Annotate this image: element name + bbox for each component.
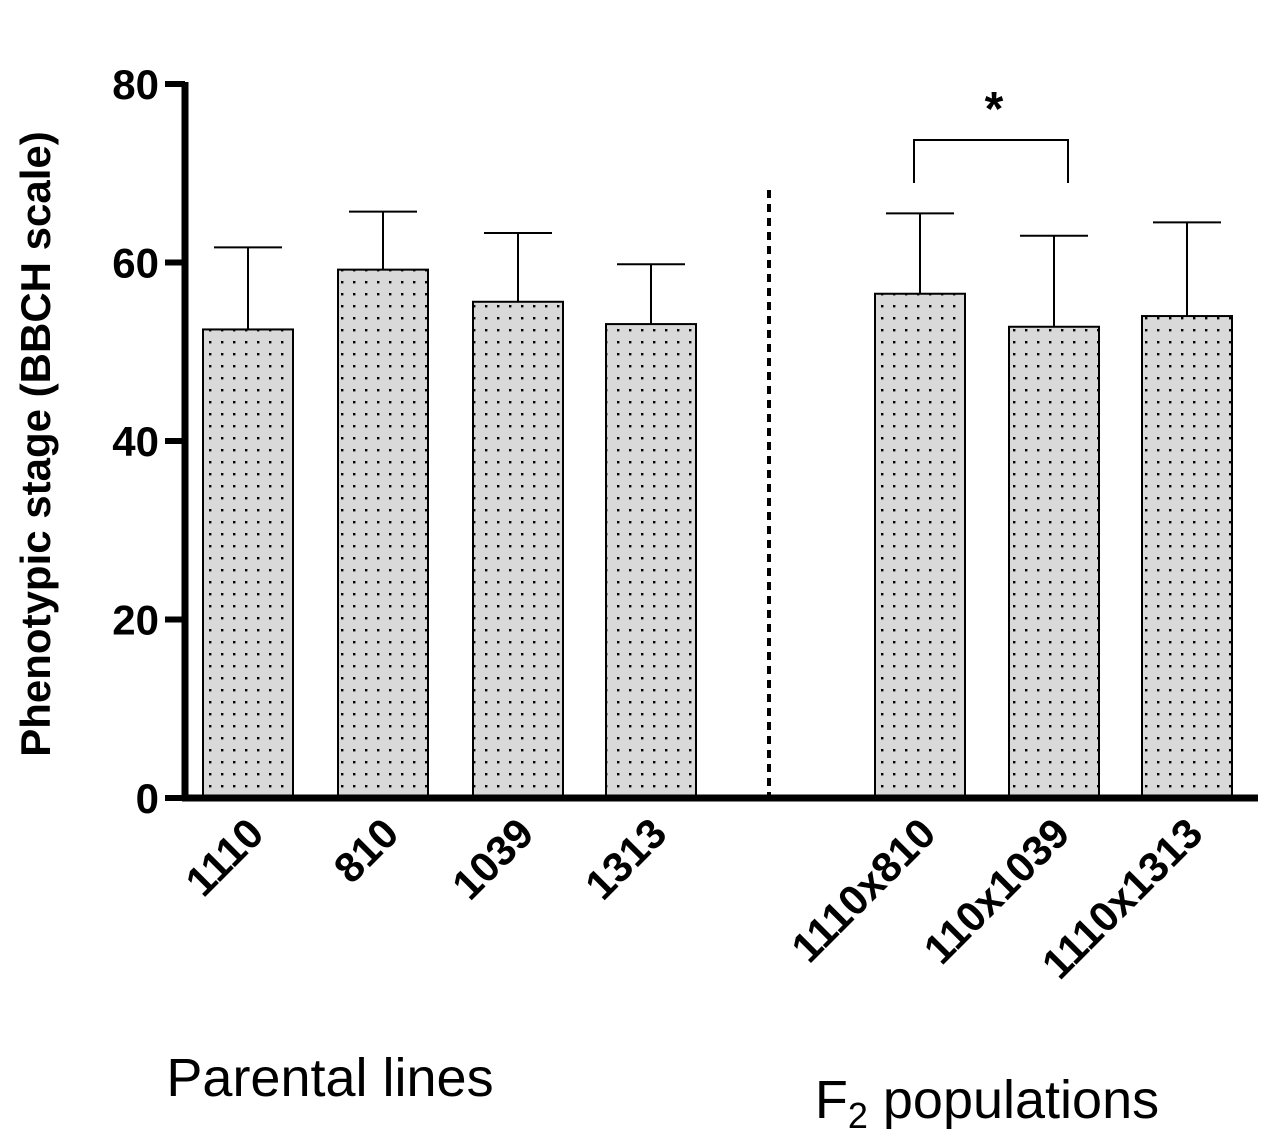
y-tick-label: 60 (112, 240, 159, 287)
bar-1110x1313 (1141, 315, 1233, 799)
x-tick-label-1110x810: 1110x810 (782, 809, 944, 971)
bar-1313 (605, 323, 697, 799)
significance-label: * (985, 83, 1004, 136)
bar-110x1039 (1008, 325, 1100, 799)
y-tick-label: 20 (112, 597, 159, 644)
group-label-main: F (815, 1070, 848, 1130)
bar-1039 (472, 300, 564, 799)
bar-1110x810 (874, 292, 966, 799)
y-tick-label: 0 (136, 775, 159, 822)
y-axis-title: Phenotypic stage (BBCH scale) (12, 131, 59, 757)
y-tick-label: 40 (112, 418, 159, 465)
y-tick-label: 80 (112, 61, 159, 108)
bar-1110 (202, 328, 294, 799)
x-tick-label-1110: 1110 (176, 809, 272, 905)
group-label-main: Parental lines (166, 1048, 493, 1108)
group-label-rest: populations (868, 1070, 1159, 1130)
group-label-1: Parental lines (166, 1048, 493, 1108)
x-tick-label-810: 810 (325, 809, 408, 892)
bar-810 (337, 268, 429, 799)
group-label-2: F2 populations (815, 1070, 1159, 1136)
x-tick-label-1313: 1313 (576, 809, 675, 908)
group-label-subscript: 2 (848, 1095, 868, 1136)
significance-bracket (913, 139, 1069, 183)
x-tick-label-1039: 1039 (443, 809, 542, 908)
